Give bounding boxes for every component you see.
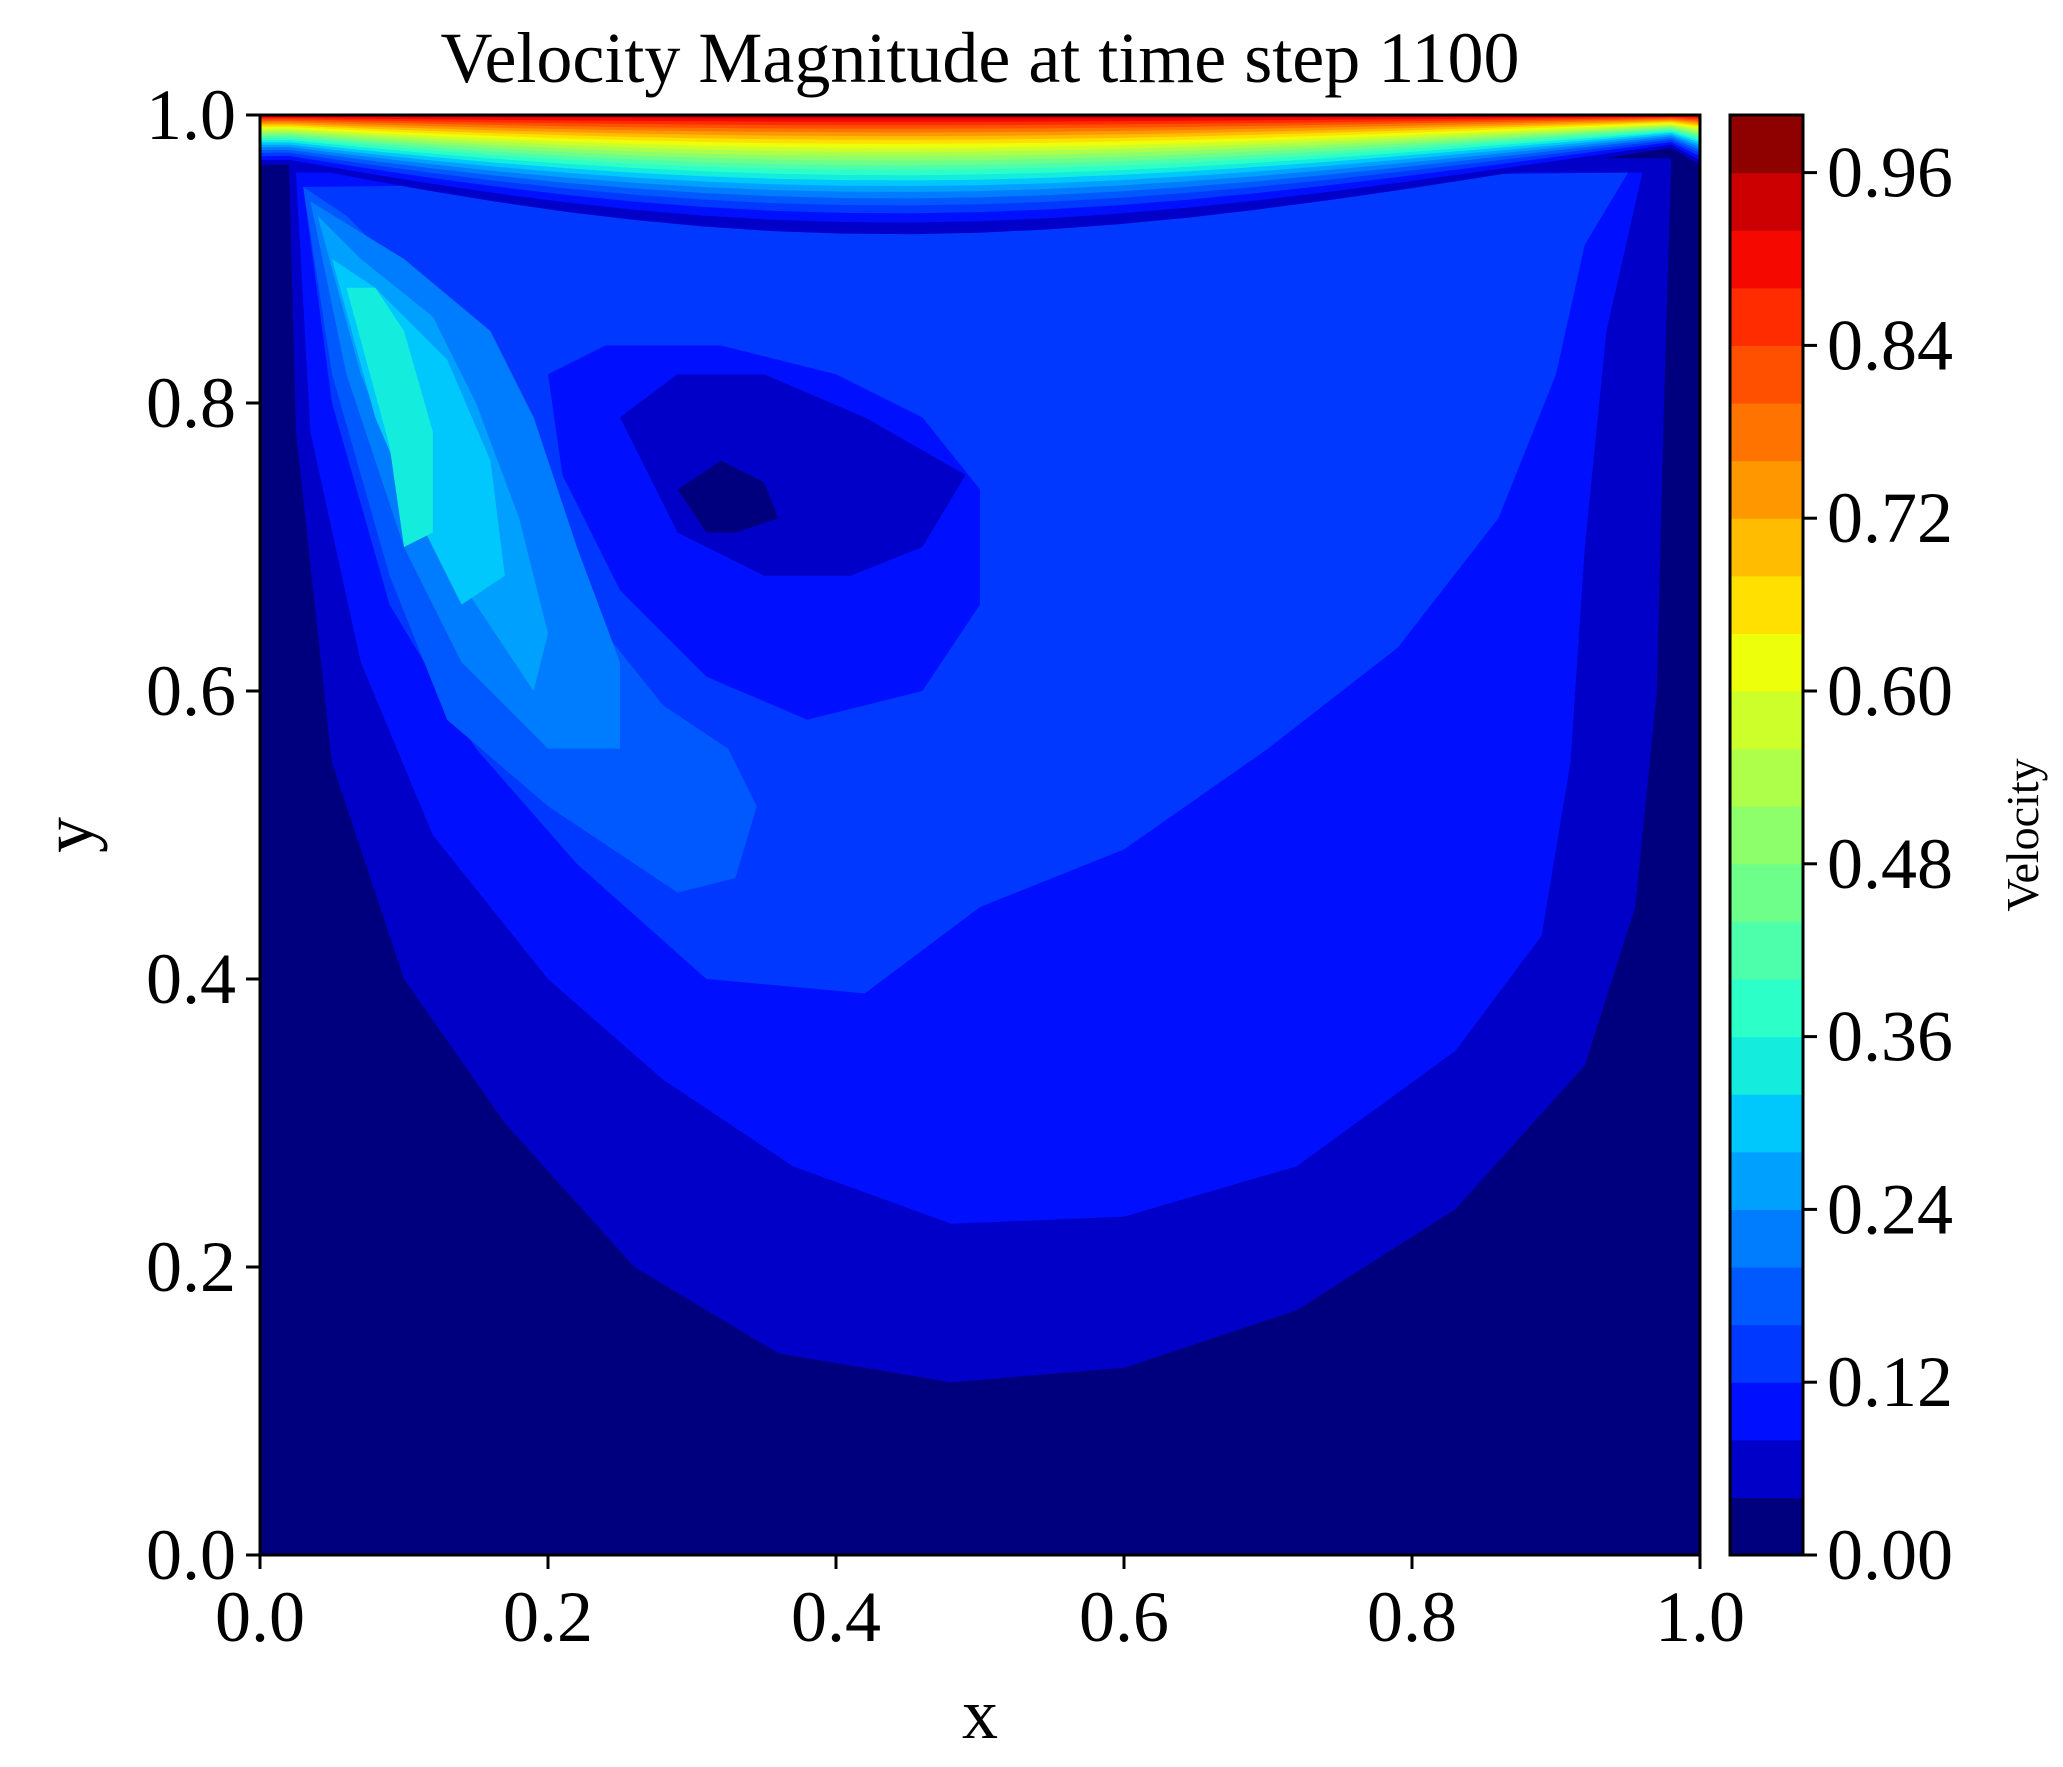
colorbar-segment-level-0.56-0.60	[1730, 691, 1803, 750]
colorbar-tick-label: 0.84	[1827, 305, 1953, 385]
colorbar-tick-label: 0.60	[1827, 651, 1953, 731]
colorbar-segment-level-0.28-0.32	[1730, 1094, 1803, 1153]
colorbar-tick-label: 0.96	[1827, 133, 1953, 213]
colorbar-segment-level-0.64-0.68	[1730, 575, 1803, 634]
y-tick-label: 0.0	[146, 1515, 236, 1595]
colorbar-segment-level-0.68-0.72	[1730, 518, 1803, 577]
y-axis-ticks: 0.0 0.2 0.4 0.6 0.8 1.0	[146, 75, 260, 1595]
colorbar-segment-level-0.04-0.08	[1730, 1439, 1803, 1498]
y-tick-label: 0.4	[146, 939, 236, 1019]
colorbar-segment-level-0.20-0.24	[1730, 1209, 1803, 1268]
colorbar-label: Velocity	[1997, 758, 2048, 911]
colorbar-segment-level-0.52-0.56	[1730, 748, 1803, 807]
x-tick-label: 0.4	[791, 1577, 881, 1657]
x-tick-label: 0.8	[1367, 1577, 1457, 1657]
contour-region-right-high-speed-lobe	[1138, 403, 1470, 706]
colorbar-tick-label: 0.48	[1827, 824, 1953, 904]
colorbar-segment-level-0.16-0.20	[1730, 1267, 1803, 1326]
colorbar-segment-level-0.12-0.16	[1730, 1324, 1803, 1383]
y-axis-label: y	[28, 817, 108, 853]
colorbar-segment-level-0.60-0.64	[1730, 633, 1803, 692]
x-axis-label: x	[962, 1674, 998, 1754]
contour-region-vortex-core	[677, 460, 779, 533]
colorbar-segment-level-0.36-0.40	[1730, 979, 1803, 1038]
colorbar-segment-level-0.80-0.84	[1730, 345, 1803, 404]
colorbar-segment-level-0.08-0.12	[1730, 1382, 1803, 1441]
colorbar-segment-level-0.44-0.48	[1730, 863, 1803, 922]
x-tick-label: 0.2	[503, 1577, 593, 1657]
colorbar-segment-level-0.32-0.36	[1730, 1036, 1803, 1095]
y-tick-label: 0.8	[146, 363, 236, 443]
colorbar-segment-level-0.92-0.96	[1730, 172, 1803, 231]
colorbar-segment-level-0.84-0.88	[1730, 287, 1803, 346]
colorbar-segment-level-0.40-0.44	[1730, 921, 1803, 980]
colorbar-tick-label: 0.36	[1827, 997, 1953, 1077]
colorbar-frame	[1728, 113, 1805, 1557]
colorbar	[1730, 115, 1803, 1556]
y-tick-label: 0.2	[146, 1227, 236, 1307]
x-tick-label: 1.0	[1655, 1577, 1745, 1657]
colorbar-segment-level-0.24-0.28	[1730, 1151, 1803, 1210]
x-tick-label: 0.6	[1079, 1577, 1169, 1657]
x-tick-label: 0.0	[215, 1577, 305, 1657]
colorbar-segment-level-0.96-1.00	[1730, 115, 1803, 174]
contour-field	[260, 115, 1700, 1555]
colorbar-ticks: 0.00 0.12 0.24 0.36 0.48 0.60 0.72 0.84 0.96	[1803, 133, 1953, 1595]
plot-frame	[258, 113, 1702, 1557]
colorbar-tick-label: 0.12	[1827, 1342, 1953, 1422]
colorbar-tick-label: 0.24	[1827, 1169, 1953, 1249]
colorbar-segment-level-0.76-0.80	[1730, 403, 1803, 462]
colorbar-tick-label: 0.72	[1827, 478, 1953, 558]
contour-region-left-jet-core	[346, 287, 433, 547]
colorbar-segment-level-0.88-0.92	[1730, 230, 1803, 289]
x-axis-ticks: 0.0 0.2 0.4 0.6 0.8 1.0	[215, 1555, 1745, 1657]
y-tick-label: 0.6	[146, 651, 236, 731]
y-tick-label: 1.0	[146, 75, 236, 155]
colorbar-tick-label: 0.00	[1827, 1515, 1953, 1595]
colorbar-segment-level-0.48-0.52	[1730, 806, 1803, 865]
colorbar-segment-level-0.00-0.04	[1730, 1497, 1803, 1556]
colorbar-segment-level-0.72-0.76	[1730, 460, 1803, 519]
chart-title: Velocity Magnitude at time step 1100	[440, 18, 1519, 98]
